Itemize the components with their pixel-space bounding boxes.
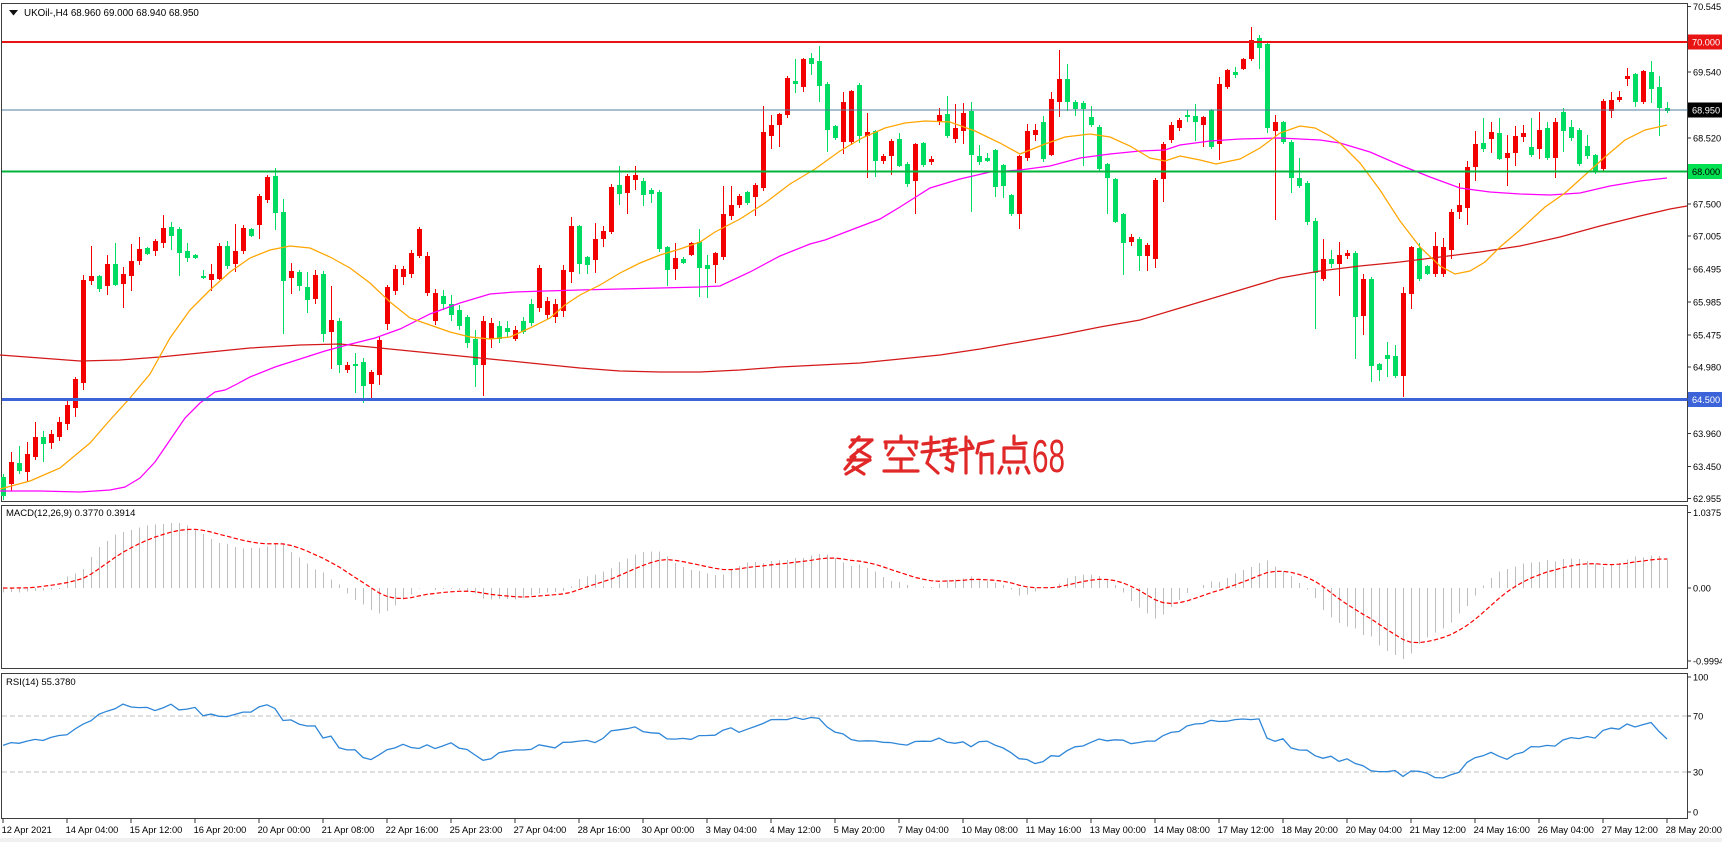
svg-text:10 May 08:00: 10 May 08:00 bbox=[962, 825, 1018, 835]
svg-text:67.500: 67.500 bbox=[1693, 200, 1721, 210]
svg-text:17 May 12:00: 17 May 12:00 bbox=[1218, 825, 1274, 835]
svg-text:MACD(12,26,9) 0.3770 0.3914: MACD(12,26,9) 0.3770 0.3914 bbox=[6, 508, 135, 519]
svg-text:14 Apr 04:00: 14 Apr 04:00 bbox=[66, 825, 119, 835]
svg-text:68.950: 68.950 bbox=[1692, 106, 1720, 116]
svg-text:RSI(14) 55.3780: RSI(14) 55.3780 bbox=[6, 677, 76, 688]
svg-text:65.985: 65.985 bbox=[1693, 298, 1721, 308]
svg-text:28 May 20:00: 28 May 20:00 bbox=[1666, 825, 1722, 835]
svg-text:UKOil-,H4 68.960 69.000 68.94: UKOil-,H4 68.960 69.000 68.940 68.950 bbox=[24, 8, 199, 19]
svg-text:27 May 12:00: 27 May 12:00 bbox=[1602, 825, 1658, 835]
svg-text:27 Apr 04:00: 27 Apr 04:00 bbox=[514, 825, 567, 835]
svg-text:100: 100 bbox=[1693, 673, 1708, 683]
svg-text:63.960: 63.960 bbox=[1693, 429, 1721, 439]
svg-text:21 Apr 08:00: 21 Apr 08:00 bbox=[322, 825, 375, 835]
svg-text:68: 68 bbox=[1032, 430, 1065, 482]
svg-text:18 May 20:00: 18 May 20:00 bbox=[1282, 825, 1338, 835]
svg-text:16 Apr 20:00: 16 Apr 20:00 bbox=[194, 825, 247, 835]
svg-text:24 May 16:00: 24 May 16:00 bbox=[1474, 825, 1530, 835]
svg-text:0.00: 0.00 bbox=[1693, 584, 1711, 594]
svg-text:67.005: 67.005 bbox=[1693, 232, 1721, 242]
svg-text:25 Apr 23:00: 25 Apr 23:00 bbox=[450, 825, 503, 835]
svg-text:30: 30 bbox=[1693, 768, 1703, 778]
svg-text:62.955: 62.955 bbox=[1693, 494, 1721, 504]
svg-text:70: 70 bbox=[1693, 712, 1703, 722]
svg-text:70.545: 70.545 bbox=[1693, 2, 1721, 12]
svg-text:0: 0 bbox=[1693, 808, 1698, 818]
svg-text:13 May 00:00: 13 May 00:00 bbox=[1090, 825, 1146, 835]
svg-text:12 Apr 2021: 12 Apr 2021 bbox=[2, 825, 52, 835]
svg-text:3 May 04:00: 3 May 04:00 bbox=[706, 825, 757, 835]
svg-text:4 May 12:00: 4 May 12:00 bbox=[770, 825, 821, 835]
svg-text:68.000: 68.000 bbox=[1692, 167, 1720, 177]
svg-text:70.000: 70.000 bbox=[1692, 38, 1720, 48]
svg-text:65.475: 65.475 bbox=[1693, 331, 1721, 341]
svg-text:20 May 04:00: 20 May 04:00 bbox=[1346, 825, 1402, 835]
svg-text:7 May 04:00: 7 May 04:00 bbox=[898, 825, 949, 835]
svg-text:68.520: 68.520 bbox=[1693, 133, 1721, 143]
svg-text:-0.9994: -0.9994 bbox=[1693, 657, 1722, 667]
svg-text:21 May 12:00: 21 May 12:00 bbox=[1410, 825, 1466, 835]
svg-text:5 May 20:00: 5 May 20:00 bbox=[834, 825, 885, 835]
svg-text:69.540: 69.540 bbox=[1693, 67, 1721, 77]
svg-text:64.980: 64.980 bbox=[1693, 363, 1721, 373]
svg-text:66.495: 66.495 bbox=[1693, 265, 1721, 275]
svg-text:20 Apr 00:00: 20 Apr 00:00 bbox=[258, 825, 311, 835]
svg-text:22 Apr 16:00: 22 Apr 16:00 bbox=[386, 825, 439, 835]
svg-text:14 May 08:00: 14 May 08:00 bbox=[1154, 825, 1210, 835]
svg-text:28 Apr 16:00: 28 Apr 16:00 bbox=[578, 825, 631, 835]
svg-text:63.450: 63.450 bbox=[1693, 462, 1721, 472]
svg-text:1.0375: 1.0375 bbox=[1693, 508, 1721, 518]
svg-text:64.500: 64.500 bbox=[1692, 395, 1720, 405]
svg-text:15 Apr 12:00: 15 Apr 12:00 bbox=[130, 825, 183, 835]
svg-text:11 May 16:00: 11 May 16:00 bbox=[1026, 825, 1082, 835]
svg-text:26 May 04:00: 26 May 04:00 bbox=[1538, 825, 1594, 835]
svg-text:30 Apr 00:00: 30 Apr 00:00 bbox=[642, 825, 695, 835]
